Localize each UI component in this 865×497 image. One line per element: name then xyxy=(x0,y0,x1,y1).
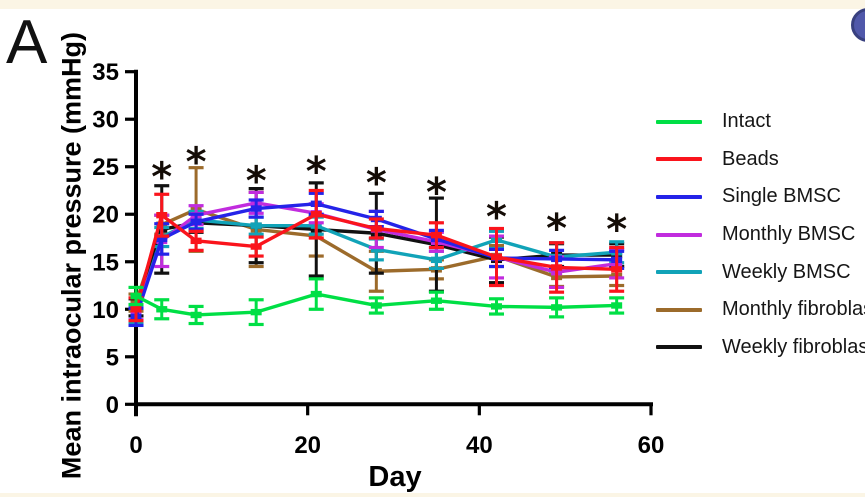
data-point-marker xyxy=(190,218,202,226)
data-point-marker xyxy=(430,231,442,239)
chart-legend: Intact Beads Single BMSC Monthly BMSC Weekly… xyxy=(656,103,865,366)
data-point-marker xyxy=(310,290,322,298)
x-tick-label: 0 xyxy=(129,432,142,459)
significance-annotations: * * * * * * * * * xyxy=(151,140,627,253)
series-line xyxy=(134,202,617,318)
y-tick-label: 10 xyxy=(92,297,119,324)
page-background-strip-top xyxy=(0,0,865,9)
data-point-marker xyxy=(370,302,382,309)
legend-item: Weekly BMSC xyxy=(656,253,865,291)
y-tick-label: 0 xyxy=(106,392,119,419)
data-point-marker xyxy=(611,266,623,273)
significance-asterisk: * xyxy=(366,160,387,206)
legend-item: Weekly fibroblast xyxy=(656,329,865,367)
legend-label: Weekly fibroblast xyxy=(722,335,865,358)
significance-asterisk: * xyxy=(246,159,267,205)
data-point-marker xyxy=(156,235,168,243)
legend-swatch xyxy=(656,345,702,350)
series-line xyxy=(134,207,617,304)
significance-asterisk: * xyxy=(186,140,207,186)
x-tick-label: 40 xyxy=(466,432,493,459)
legend-label: Monthly fibroblast xyxy=(722,298,865,321)
data-point-marker xyxy=(370,225,382,232)
data-point-marker xyxy=(310,211,322,218)
y-tick-label: 20 xyxy=(92,202,119,229)
series-intact xyxy=(128,277,625,327)
data-point-marker xyxy=(551,304,563,311)
data-point-marker xyxy=(551,264,563,271)
x-tick-label: 60 xyxy=(638,432,665,459)
x-axis-title: Day xyxy=(368,461,422,493)
data-point-marker xyxy=(370,246,382,253)
significance-asterisk: * xyxy=(306,149,327,195)
legend-swatch xyxy=(656,194,702,199)
legend-item: Monthly fibroblast xyxy=(656,291,865,329)
data-point-marker xyxy=(430,256,442,264)
x-tick-label: 20 xyxy=(294,432,321,459)
legend-swatch xyxy=(656,270,702,275)
significance-asterisk: * xyxy=(606,207,627,253)
legend-label: Monthly BMSC xyxy=(722,223,856,246)
data-point-marker xyxy=(190,311,202,319)
data-point-marker xyxy=(250,205,262,212)
y-tick-label: 5 xyxy=(106,344,119,371)
legend-label: Intact xyxy=(722,110,771,133)
y-tick-label: 15 xyxy=(92,249,119,276)
legend-item: Beads xyxy=(656,141,865,179)
data-point-marker xyxy=(130,292,142,300)
data-point-marker xyxy=(491,253,502,261)
legend-item: Monthly BMSC xyxy=(656,216,865,254)
significance-asterisk: * xyxy=(151,155,172,201)
series-line xyxy=(134,212,617,310)
legend-swatch xyxy=(656,119,702,124)
significance-asterisk: * xyxy=(546,206,567,252)
y-tick-label: 30 xyxy=(92,107,119,134)
data-point-marker xyxy=(491,303,502,310)
y-tick-label: 35 xyxy=(92,59,119,86)
legend-item: Intact xyxy=(656,103,865,141)
significance-asterisk: * xyxy=(486,195,507,241)
panel-label: A xyxy=(6,8,48,77)
legend-swatch xyxy=(656,157,702,162)
legend-label: Single BMSC xyxy=(722,185,841,208)
data-point-marker xyxy=(156,306,168,313)
page-background-strip-bottom xyxy=(0,493,865,497)
significance-asterisk: * xyxy=(426,170,447,216)
axes: 0 5 10 15 20 25 30 35 0 20 40 60 xyxy=(92,59,664,459)
data-point-marker xyxy=(611,302,623,309)
legend-swatch xyxy=(656,232,702,237)
y-tick-label: 25 xyxy=(92,154,119,181)
data-point-marker xyxy=(130,306,142,313)
data-point-marker xyxy=(250,308,262,316)
legend-swatch xyxy=(656,307,702,312)
data-point-marker xyxy=(250,222,262,229)
data-point-marker xyxy=(156,211,168,219)
data-point-marker xyxy=(250,243,262,250)
legend-label: Beads xyxy=(722,147,779,170)
series-line xyxy=(135,292,617,317)
legend-item: Single BMSC xyxy=(656,178,865,216)
data-point-marker xyxy=(190,237,202,245)
data-point-marker xyxy=(430,297,442,304)
legend-label: Weekly BMSC xyxy=(722,260,851,283)
